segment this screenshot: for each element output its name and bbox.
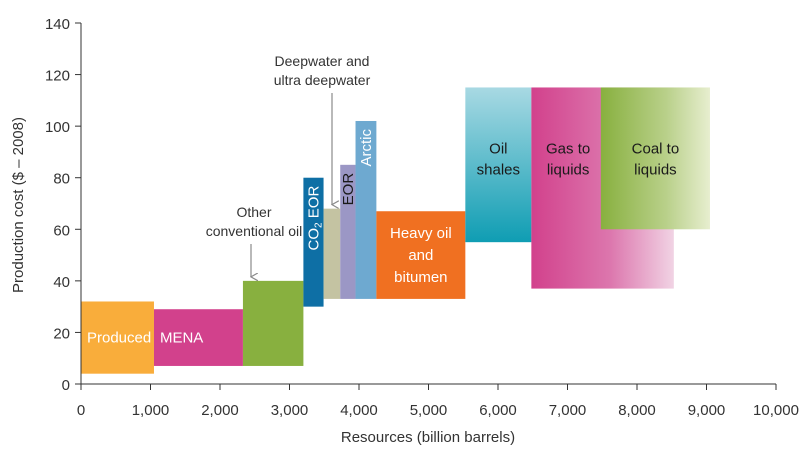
bar-label-gas-to-liquids: Gas to — [546, 140, 590, 157]
annotation-text: conventional oil — [206, 223, 303, 239]
y-tick-label: 80 — [53, 171, 70, 188]
bar-label-gas-to-liquids: liquids — [547, 161, 590, 178]
x-tick-label: 8,000 — [618, 402, 656, 419]
bar-produced — [81, 301, 154, 374]
bar-label-coal-to-liquids: Coal to — [632, 140, 680, 157]
bar-oil-shales — [465, 87, 532, 243]
bar-mena — [153, 309, 243, 366]
bar-label-mena: MENA — [160, 330, 203, 347]
bar-label-heavy-oil-and-bitumen: bitumen — [394, 269, 447, 286]
y-ticks: 0 20 40 60 80 100 120 140 — [45, 16, 81, 394]
x-tick-label: 4,000 — [340, 402, 378, 419]
y-tick-label: 140 — [45, 16, 70, 33]
x-tick-label: 9,000 — [688, 402, 726, 419]
x-tick-label: 1,000 — [132, 402, 170, 419]
bar-label-oil-shales: Oil — [489, 140, 507, 157]
x-tick-label: 2,000 — [201, 402, 239, 419]
bar-label-arctic: Arctic — [358, 128, 375, 166]
bar-eor — [340, 164, 356, 299]
y-tick-label: 100 — [45, 119, 70, 136]
bar-label-heavy-oil-and-bitumen: Heavy oil — [390, 225, 452, 242]
annotation-text: ultra deepwater — [274, 72, 371, 88]
y-tick-label: 40 — [53, 274, 70, 291]
y-tick-label: 60 — [53, 222, 70, 239]
y-tick-label: 120 — [45, 68, 70, 85]
axes: 0 20 40 60 80 100 120 140 0 1,000 2,000 3,000 4,000… — [45, 16, 799, 419]
bar-coal-to-liquids — [600, 87, 710, 230]
bar-other-conventional-oil — [242, 280, 304, 366]
bar-label-coal-to-liquids: liquids — [634, 161, 677, 178]
bar-co2-eor — [303, 177, 324, 307]
x-tick-label: 7,000 — [549, 402, 587, 419]
bar-heavy-oil-and-bitumen — [376, 211, 466, 299]
x-tick-label: 6,000 — [479, 402, 517, 419]
x-tick-label: 10,000 — [753, 402, 799, 419]
x-tick-label: 5,000 — [410, 402, 448, 419]
y-tick-label: 20 — [53, 325, 70, 342]
bar-deepwater-and-ultra-deepwater — [323, 208, 341, 299]
bar-label-co2-eor: CO2 EOR — [305, 186, 324, 251]
x-tick-label: 0 — [77, 402, 85, 419]
bars-layer — [81, 87, 710, 374]
bar-label-oil-shales: shales — [477, 161, 520, 178]
x-axis-title: Resources (billion barrels) — [341, 429, 515, 446]
annotation-text: Deepwater and — [275, 53, 370, 69]
bar-arctic — [355, 120, 377, 299]
bar-label-heavy-oil-and-bitumen: and — [408, 247, 433, 264]
y-axis-title: Production cost ($ – 2008) — [10, 117, 27, 293]
bar-label-produced: Produced — [87, 330, 151, 347]
y-tick-label: 0 — [62, 377, 70, 394]
x-ticks: 0 1,000 2,000 3,000 4,000 5,000 6,000 7,000 8,00… — [77, 384, 799, 419]
bar-label-eor: EOR — [340, 173, 357, 206]
x-tick-label: 3,000 — [271, 402, 309, 419]
annotation-text: Other — [236, 204, 271, 220]
annotations: Other conventional oil Deepwater and ultra … — [206, 53, 371, 277]
